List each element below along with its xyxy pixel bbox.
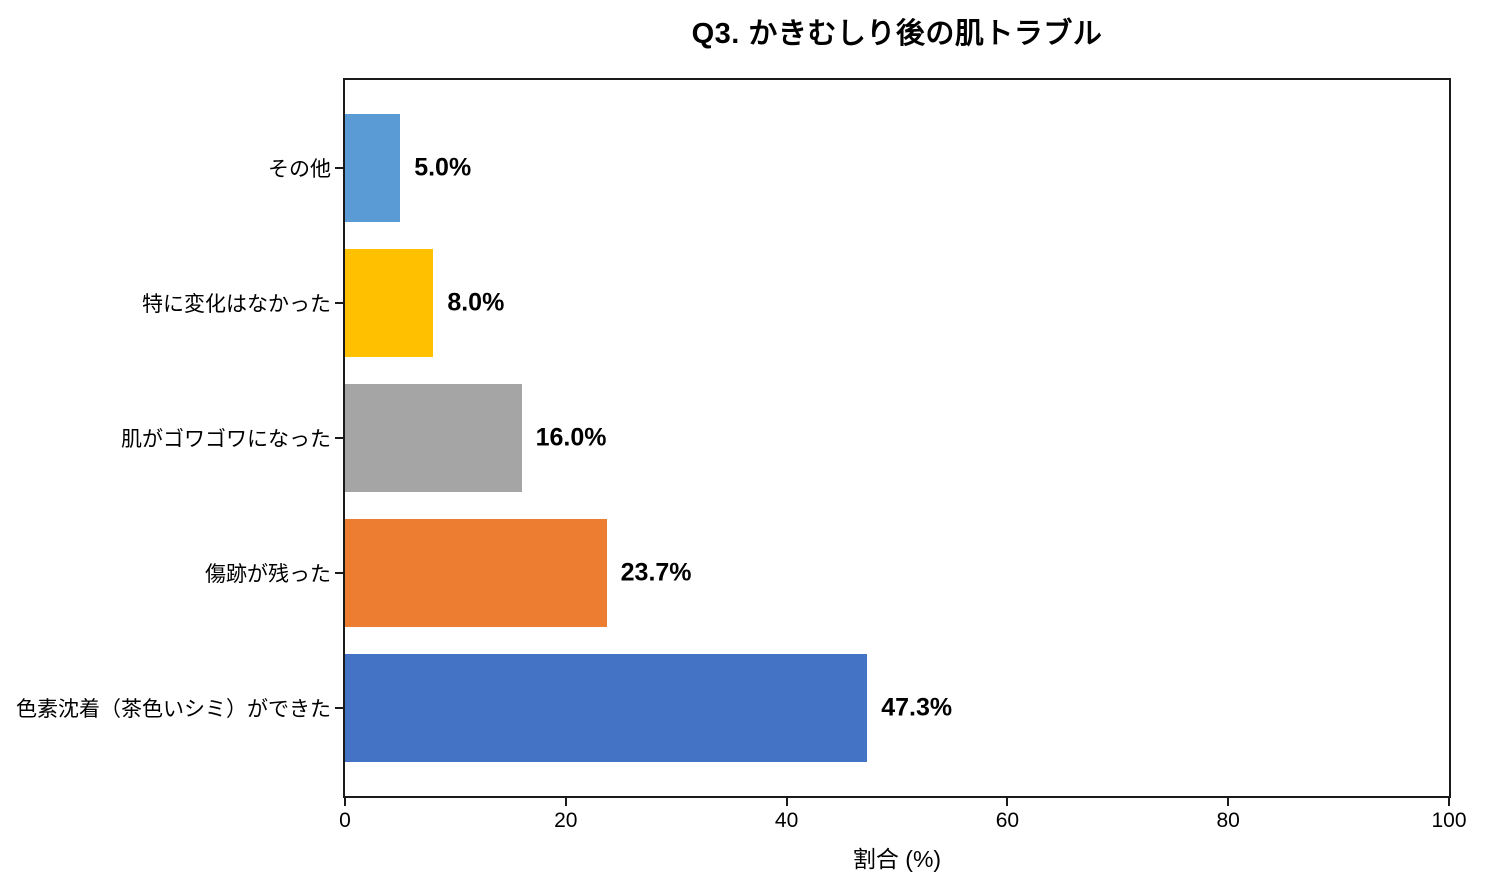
x-tick-5 bbox=[1448, 798, 1450, 806]
y-tick-3 bbox=[335, 572, 343, 574]
chart-title: Q3. かきむしり後の肌トラブル bbox=[691, 18, 1103, 50]
x-tick-1 bbox=[564, 798, 567, 806]
x-tick-label-5: 100 bbox=[1431, 809, 1467, 832]
category-label-1: 特に変化はなかった bbox=[142, 293, 331, 316]
bar-4 bbox=[345, 654, 868, 762]
x-tick-label-3: 60 bbox=[995, 809, 1020, 832]
value-label-3: 23.7% bbox=[620, 558, 692, 587]
bar-0 bbox=[345, 114, 401, 222]
bar-1 bbox=[345, 249, 434, 357]
value-label-2: 16.0% bbox=[535, 423, 607, 452]
plot-area: 5.0% 8.0% 16.0% 23.7% 47.3% bbox=[343, 78, 1451, 798]
y-tick-1 bbox=[335, 302, 343, 304]
x-tick-label-1: 20 bbox=[554, 809, 578, 832]
x-tick-label-4: 80 bbox=[1216, 809, 1240, 832]
category-label-4: 色素沈着（茶色いシミ）ができた bbox=[16, 698, 331, 721]
x-tick-label-2: 40 bbox=[774, 809, 799, 832]
category-label-2: 肌がゴワゴワになった bbox=[121, 428, 331, 451]
value-label-1: 8.0% bbox=[447, 288, 505, 317]
y-tick-0 bbox=[335, 167, 343, 169]
category-label-0: その他 bbox=[268, 158, 331, 181]
bar-3 bbox=[345, 519, 607, 627]
x-tick-2 bbox=[785, 798, 788, 806]
category-label-3: 傷跡が残った bbox=[205, 563, 331, 586]
y-tick-4 bbox=[335, 707, 343, 709]
x-tick-3 bbox=[1006, 798, 1009, 806]
value-label-0: 5.0% bbox=[414, 153, 472, 182]
bar-2 bbox=[345, 384, 522, 492]
x-tick-label-0: 0 bbox=[339, 809, 351, 832]
x-axis-label: 割合 (%) bbox=[852, 846, 942, 872]
y-tick-2 bbox=[335, 437, 343, 439]
x-tick-0 bbox=[344, 798, 346, 806]
value-label-4: 47.3% bbox=[881, 693, 953, 722]
x-tick-4 bbox=[1227, 798, 1230, 806]
